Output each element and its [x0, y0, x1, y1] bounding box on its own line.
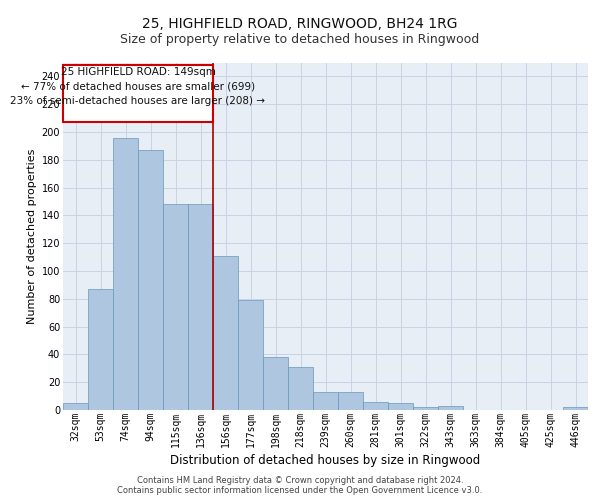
Bar: [438, 406, 463, 410]
Text: ← 77% of detached houses are smaller (699): ← 77% of detached houses are smaller (69…: [21, 81, 255, 91]
Bar: [188, 204, 213, 410]
Text: 25 HIGHFIELD ROAD: 149sqm: 25 HIGHFIELD ROAD: 149sqm: [61, 67, 215, 77]
Bar: [338, 392, 363, 410]
Bar: [388, 403, 413, 410]
Text: Contains HM Land Registry data © Crown copyright and database right 2024.: Contains HM Land Registry data © Crown c…: [137, 476, 463, 485]
Bar: [138, 150, 163, 410]
Bar: [238, 300, 263, 410]
Text: 23% of semi-detached houses are larger (208) →: 23% of semi-detached houses are larger (…: [11, 96, 265, 106]
Bar: [363, 402, 388, 410]
Y-axis label: Number of detached properties: Number of detached properties: [28, 148, 37, 324]
Bar: [413, 407, 438, 410]
Bar: [113, 138, 138, 410]
Bar: [63, 403, 88, 410]
Bar: [88, 289, 113, 410]
Text: Contains public sector information licensed under the Open Government Licence v3: Contains public sector information licen…: [118, 486, 482, 495]
Bar: [563, 407, 588, 410]
Bar: [288, 367, 313, 410]
Bar: [213, 256, 238, 410]
Text: 25, HIGHFIELD ROAD, RINGWOOD, BH24 1RG: 25, HIGHFIELD ROAD, RINGWOOD, BH24 1RG: [142, 18, 458, 32]
X-axis label: Distribution of detached houses by size in Ringwood: Distribution of detached houses by size …: [170, 454, 481, 466]
Bar: [263, 357, 288, 410]
Bar: [163, 204, 188, 410]
FancyBboxPatch shape: [63, 66, 213, 122]
Bar: [313, 392, 338, 410]
Text: Size of property relative to detached houses in Ringwood: Size of property relative to detached ho…: [121, 32, 479, 46]
